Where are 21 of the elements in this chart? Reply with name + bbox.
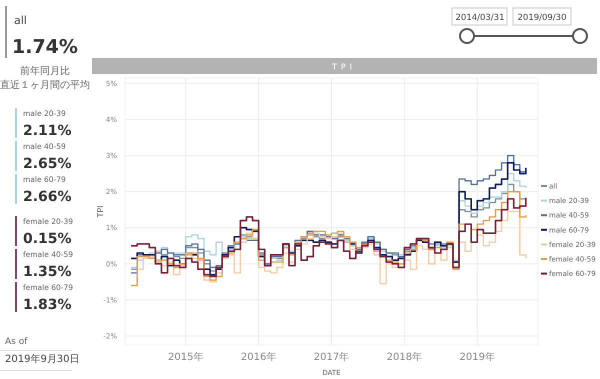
x-tick-label: 2019年 [460,351,495,363]
x-tick-label: 2018年 [386,351,422,363]
x-tick-label: 2016年 [240,351,276,363]
text: 2014/03/31 [456,13,504,23]
text: 1.35% [23,264,72,280]
text: 2.66% [23,189,72,205]
text: 前年同月比 [20,65,70,77]
text: 直近１ヶ月間の平均 [0,79,90,91]
text: all [14,14,27,27]
text: 2.11% [23,123,72,139]
text: As of [5,337,28,347]
y-axis-title: TPI [96,205,105,219]
x-tick-label: 2015年 [168,351,204,363]
text: 2019/09/30 [518,13,566,23]
text: 1.83% [23,297,72,313]
x-tick-label: 2017年 [314,351,350,363]
text: 0.15% [23,231,72,247]
chart-title: TPI [330,62,356,72]
text: 2.65% [23,156,72,172]
text: 2019年9月30日 [5,353,80,365]
text: 1.74% [12,36,78,58]
